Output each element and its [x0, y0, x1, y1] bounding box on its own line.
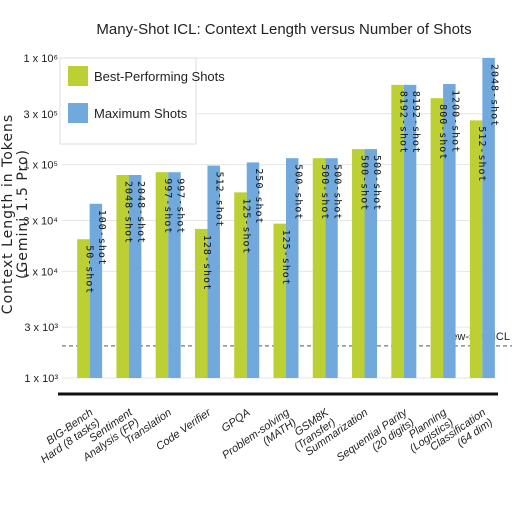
bar-shot-label: 50-shot	[83, 245, 94, 294]
x-category-label: Sequential Parity(20 digits)	[335, 406, 418, 474]
legend: Best-Performing Shots Maximum Shots	[59, 57, 225, 145]
bar-shot-label: 128-shot	[201, 235, 212, 291]
bar	[207, 165, 220, 378]
bar-shot-label: 8192-shot	[410, 91, 421, 154]
bar	[168, 172, 181, 378]
bar	[430, 98, 444, 379]
bar-labels: 50-shot 2048-shot 997-shot 128-shot 125-shot…	[83, 64, 499, 294]
bar-shot-label: 500-shot	[319, 164, 330, 220]
bar	[286, 158, 299, 378]
bar	[246, 162, 260, 378]
legend-swatch	[68, 66, 88, 86]
bar	[443, 84, 456, 379]
bar-shot-label: 2048-shot	[489, 64, 500, 127]
bar	[312, 158, 326, 378]
bar-shot-label: 1200-shot	[449, 90, 460, 153]
bar	[482, 58, 495, 378]
bar-shot-label: 800-shot	[437, 104, 448, 160]
bar-shot-label: 2048-shot	[123, 181, 134, 244]
y-axis-label-line-1: Context Length in Tokens	[0, 114, 16, 314]
y-tick-label: 1 x 10³	[24, 373, 58, 385]
x-axis: BIG-BenchHard (8 tasks)SentimentAnalysis…	[39, 392, 498, 474]
bar-shot-label: 250-shot	[253, 168, 264, 224]
bar	[89, 203, 103, 378]
bar	[273, 223, 286, 378]
bar	[128, 175, 142, 378]
bar	[194, 228, 208, 378]
bar	[364, 149, 378, 378]
bar-shot-label: 997-shot	[174, 178, 185, 234]
bar	[155, 172, 169, 378]
bar-shot-label: 500-shot	[371, 155, 382, 211]
x-category-label: GPQA	[220, 407, 253, 435]
bar	[469, 120, 483, 379]
y-tick-label: 3 x 10³	[24, 322, 58, 334]
y-tick-label: 3 x 10⁴	[23, 215, 58, 227]
chart-title: Many-Shot ICL: Context Length versus Num…	[96, 21, 471, 38]
legend-swatch	[68, 103, 88, 123]
bar-shot-label: 500-shot	[358, 155, 369, 211]
bar-shot-label: 8192-shot	[398, 91, 409, 154]
bar-shot-label: 997-shot	[162, 178, 173, 234]
y-axis-label: Context Length in Tokens (Gemini 1.5 Pro…	[0, 114, 31, 314]
bar-shot-label: 125-shot	[280, 230, 291, 286]
bar-shot-label: 125-shot	[240, 198, 251, 254]
y-tick-label: 1 x 10⁶	[24, 53, 59, 65]
bar-shot-label: 512-shot	[214, 172, 225, 228]
bar	[352, 149, 365, 378]
y-tick-label: 1 x 10⁴	[23, 266, 58, 278]
y-axis-label-line-2: (Gemini 1.5 Pro)	[15, 149, 31, 279]
bar	[391, 84, 404, 378]
bar	[77, 239, 90, 378]
legend-entry: Best-Performing Shots	[94, 69, 225, 84]
x-category-label-line: GPQA	[220, 407, 253, 435]
y-axis-ticks: 1 x 10³ 3 x 10³ 1 x 10⁴ 3 x 10⁴ 1 x 10⁵ 3 x 1…	[23, 53, 58, 385]
bar	[325, 158, 338, 378]
bar	[403, 84, 417, 378]
y-tick-label: 3 x 10⁵	[23, 109, 58, 121]
bar-shot-label: 512-shot	[476, 126, 487, 182]
bar-shot-label: 500-shot	[332, 164, 343, 220]
y-tick-label: 1 x 10⁵	[23, 160, 58, 172]
bar-shot-label: 2048-shot	[135, 181, 146, 244]
legend-entry: Maximum Shots	[94, 106, 188, 121]
bar-shot-label: 500-shot	[292, 164, 303, 220]
bar	[234, 192, 247, 378]
bar-shot-label: 100-shot	[96, 210, 107, 266]
bar	[116, 175, 129, 378]
bars	[77, 58, 495, 379]
